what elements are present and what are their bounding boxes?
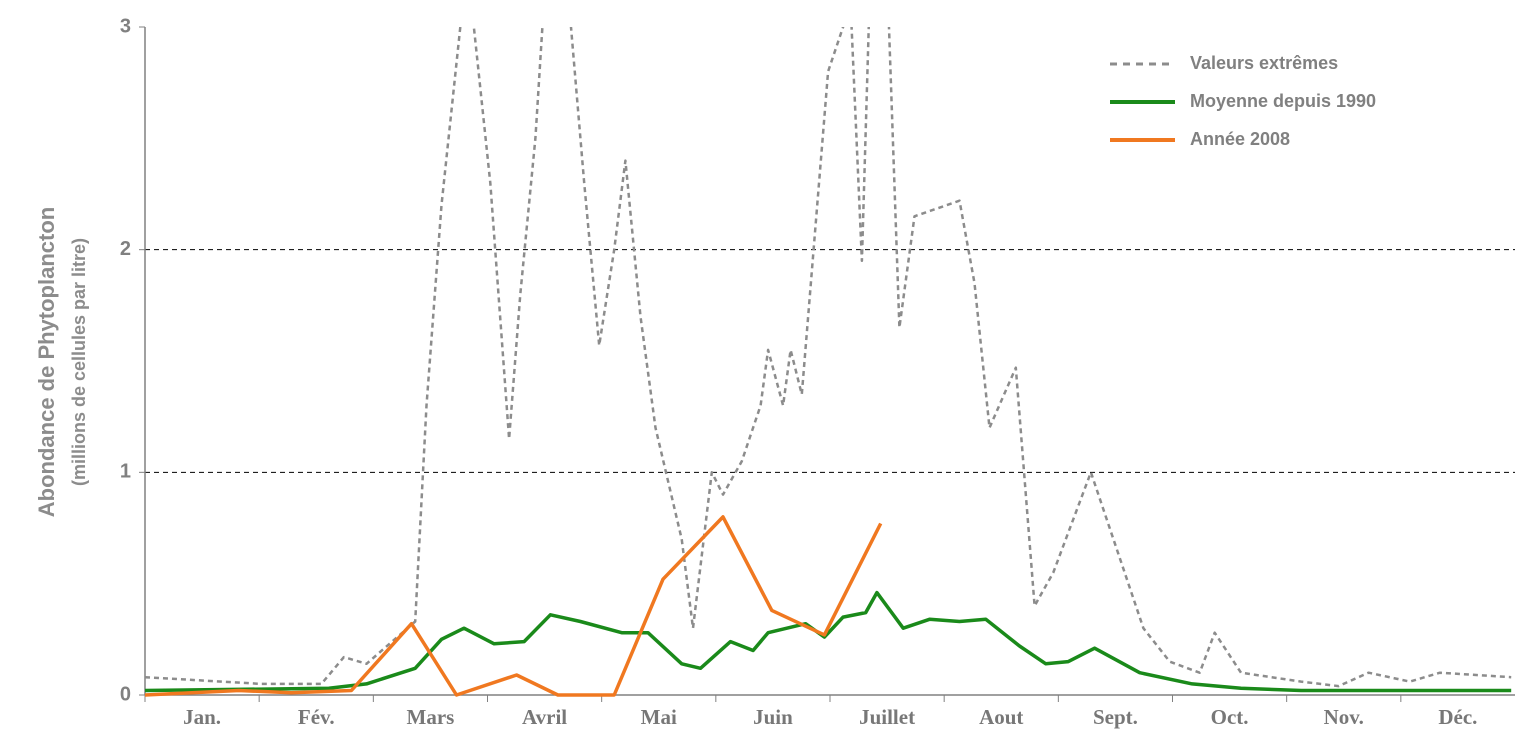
x-tick-label: Avril [522,705,567,729]
series-line [145,515,883,697]
x-tick-label: Mars [407,705,455,729]
x-tick-label: Juin [753,705,793,729]
legend-label: Année 2008 [1190,129,1290,149]
x-tick-label: Déc. [1438,705,1477,729]
series-line [145,27,1512,688]
y-tick-label: 2 [120,238,131,260]
x-tick-label: Mai [641,705,677,729]
y-tick-label: 3 [120,15,131,37]
x-tick-label: Aout [979,705,1023,729]
x-tick-label: Jan. [183,705,221,729]
y-axis-sublabel: (millions de cellules par litre) [69,238,89,486]
series-line [145,590,1512,693]
y-tick-label: 1 [120,461,131,483]
x-tick-label: Fév. [298,705,335,729]
y-axis-label: Abondance de Phytoplancton [34,207,59,517]
legend-label: Valeurs extrêmes [1190,53,1338,73]
x-tick-label: Nov. [1324,705,1364,729]
legend-label: Moyenne depuis 1990 [1190,91,1376,111]
x-tick-label: Oct. [1211,705,1249,729]
plot-area [145,27,1512,697]
y-tick-label: 0 [120,683,131,705]
x-tick-label: Juillet [859,705,915,729]
x-tick-label: Sept. [1093,705,1138,729]
